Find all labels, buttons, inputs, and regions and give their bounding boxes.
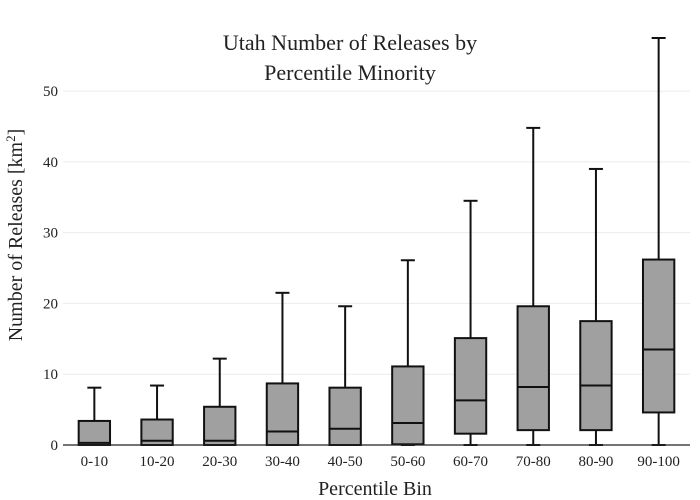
x-tick-label: 80-90 <box>578 454 613 470</box>
iqr-box <box>77 419 112 446</box>
box-10-20 <box>140 384 174 446</box>
y-tick-label: 50 <box>43 84 58 100</box>
x-tick-label: 30-40 <box>265 454 300 470</box>
box-90-100 <box>641 37 676 446</box>
box-80-90 <box>579 167 613 446</box>
y-axis-title-end: ] <box>5 129 27 136</box>
box-20-30 <box>203 357 237 447</box>
iqr-box <box>328 386 362 446</box>
y-tick-label: 40 <box>43 155 58 171</box>
iqr-box <box>516 305 550 432</box>
box-30-40 <box>265 291 300 446</box>
x-tick-label: 40-50 <box>328 454 363 470</box>
box-60-70 <box>453 199 488 446</box>
axis-layer: 0 10 20 30 40 50 0-10 10-20 20-30 30-40 40-50 50-60… <box>43 84 690 470</box>
y-tick-label: 20 <box>43 296 58 312</box>
y-axis-title-superscript: 2 <box>3 135 18 142</box>
iqr-box <box>203 405 237 447</box>
iqr-box <box>391 365 425 446</box>
iqr-box <box>453 337 488 435</box>
x-axis-title: Percentile Bin <box>318 478 432 500</box>
x-tick-label: 10-20 <box>140 454 175 470</box>
x-tick-label: 90-100 <box>637 454 680 470</box>
box-70-80 <box>516 126 550 446</box>
iqr-box <box>265 382 300 446</box>
iqr-box <box>641 258 676 414</box>
box-layer <box>77 37 676 447</box>
iqr-box <box>579 320 613 432</box>
chart-title-line-1: Utah Number of Releases by <box>223 30 477 55</box>
y-tick-label: 30 <box>43 226 58 242</box>
x-tick-label: 0-10 <box>81 454 109 470</box>
x-tick-label: 70-80 <box>516 454 551 470</box>
x-tick-label: 20-30 <box>202 454 237 470</box>
x-tick-label: 50-60 <box>390 454 425 470</box>
y-axis-title-main: Number of Releases [km <box>5 141 27 341</box>
y-tick-label: 10 <box>43 367 58 383</box>
chart-title-line-2: Percentile Minority <box>264 60 436 85</box>
y-axis-title: Number of Releases [km2] <box>3 129 28 342</box>
box-50-60 <box>391 259 425 446</box>
y-tick-label: 0 <box>51 438 59 454</box>
box-40-50 <box>328 305 362 446</box>
box-0-10 <box>77 386 112 446</box>
x-tick-label: 60-70 <box>453 454 488 470</box>
